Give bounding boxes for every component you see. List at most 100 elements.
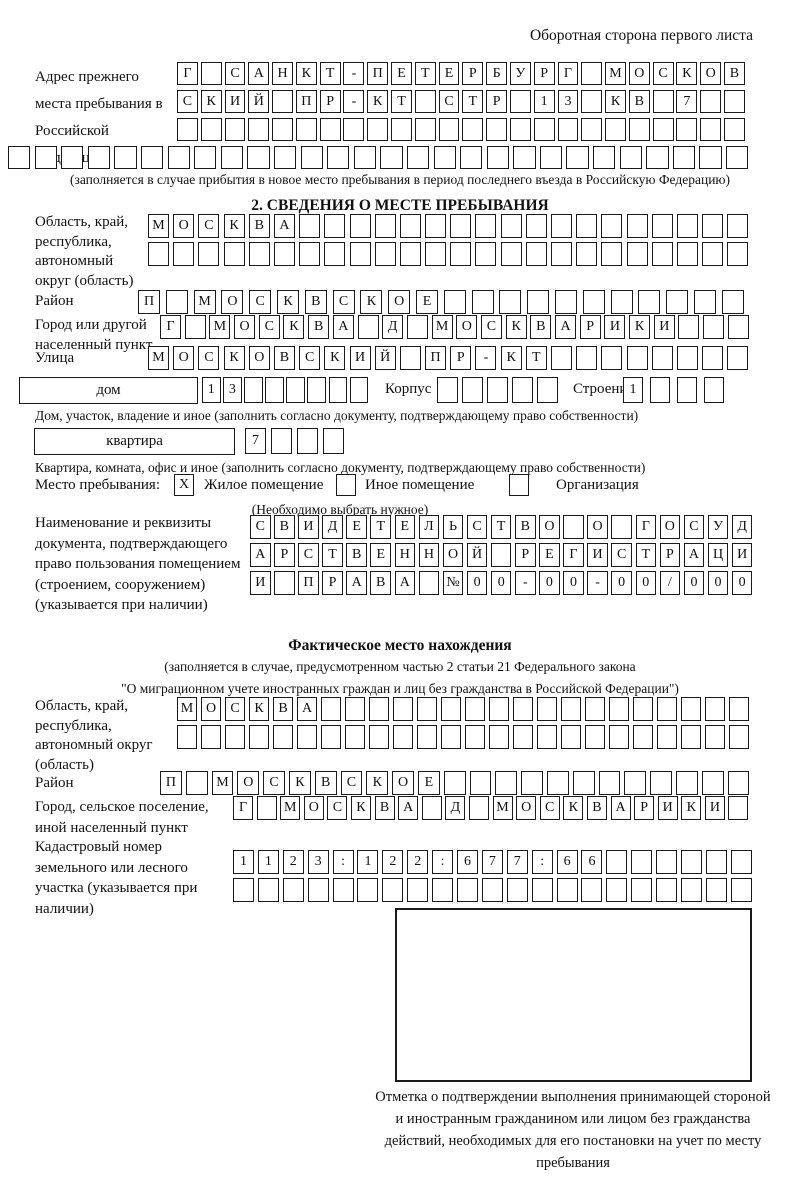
- char-box[interactable]: [633, 697, 653, 721]
- char-box[interactable]: [585, 725, 605, 749]
- char-box[interactable]: [148, 242, 169, 266]
- char-box[interactable]: К: [283, 315, 305, 339]
- char-box[interactable]: [539, 146, 563, 169]
- char-box[interactable]: [513, 146, 536, 169]
- char-box[interactable]: А: [297, 697, 317, 721]
- char-box[interactable]: [489, 725, 509, 749]
- char-box[interactable]: [676, 346, 698, 370]
- char-box[interactable]: С: [480, 315, 502, 339]
- char-box[interactable]: [382, 878, 404, 902]
- char-box[interactable]: [626, 214, 648, 238]
- char-box[interactable]: [650, 771, 672, 795]
- char-box[interactable]: Т: [322, 543, 343, 567]
- char-box[interactable]: [324, 242, 346, 266]
- char-box[interactable]: 1: [233, 850, 254, 874]
- char-box[interactable]: [307, 377, 327, 403]
- char-box[interactable]: [414, 90, 436, 113]
- char-box[interactable]: К: [629, 315, 651, 339]
- char-box[interactable]: Т: [462, 90, 484, 113]
- char-box[interactable]: В: [273, 697, 293, 721]
- char-box[interactable]: [705, 725, 725, 749]
- char-box[interactable]: У: [707, 515, 729, 539]
- char-box[interactable]: А: [683, 543, 705, 567]
- char-box[interactable]: А: [248, 62, 270, 85]
- char-box[interactable]: [443, 290, 466, 314]
- char-box[interactable]: 1: [202, 377, 221, 403]
- char-box[interactable]: №: [442, 571, 464, 595]
- char-box[interactable]: 7: [245, 428, 266, 454]
- char-box[interactable]: Р: [322, 571, 343, 595]
- char-box[interactable]: [489, 697, 509, 721]
- char-box[interactable]: Й: [374, 346, 396, 370]
- char-box[interactable]: 3: [557, 90, 579, 113]
- char-box[interactable]: [657, 725, 677, 749]
- char-box[interactable]: [525, 242, 547, 266]
- char-box[interactable]: [601, 346, 623, 370]
- char-box[interactable]: [672, 146, 696, 169]
- char-box[interactable]: [357, 878, 379, 902]
- char-box[interactable]: М: [209, 315, 231, 339]
- char-box[interactable]: Е: [370, 543, 391, 567]
- char-box[interactable]: О: [173, 346, 195, 370]
- char-box[interactable]: [299, 242, 321, 266]
- char-box[interactable]: [723, 118, 745, 141]
- char-box[interactable]: Р: [486, 90, 508, 113]
- char-box[interactable]: [486, 146, 509, 169]
- checkbox-other-premises[interactable]: [336, 474, 356, 496]
- char-box[interactable]: И: [657, 796, 678, 820]
- char-box[interactable]: 2: [282, 850, 304, 874]
- char-box[interactable]: О: [539, 515, 560, 539]
- char-box[interactable]: [581, 90, 603, 113]
- char-box[interactable]: [705, 850, 727, 874]
- char-box[interactable]: [727, 346, 749, 370]
- char-box[interactable]: П: [160, 771, 182, 795]
- char-box[interactable]: М: [492, 796, 513, 820]
- char-box[interactable]: К: [605, 90, 626, 113]
- char-box[interactable]: В: [515, 515, 536, 539]
- char-box[interactable]: [576, 214, 598, 238]
- char-box[interactable]: О: [628, 62, 650, 85]
- char-box[interactable]: К: [288, 771, 311, 795]
- char-box[interactable]: [414, 118, 436, 141]
- char-box[interactable]: [380, 146, 403, 169]
- char-box[interactable]: [295, 118, 317, 141]
- char-box[interactable]: В: [273, 346, 295, 370]
- char-box[interactable]: [265, 377, 284, 403]
- char-box[interactable]: Й: [466, 543, 488, 567]
- char-box[interactable]: [438, 118, 460, 141]
- char-box[interactable]: [495, 771, 518, 795]
- char-box[interactable]: Е: [415, 290, 438, 314]
- char-box[interactable]: [332, 878, 354, 902]
- char-box[interactable]: Р: [634, 796, 655, 820]
- char-box[interactable]: [551, 214, 572, 238]
- char-box[interactable]: Й: [248, 90, 270, 113]
- char-box[interactable]: [297, 725, 317, 749]
- char-box[interactable]: А: [610, 796, 631, 820]
- char-box[interactable]: [677, 377, 697, 403]
- char-box[interactable]: [652, 118, 674, 141]
- char-box[interactable]: Р: [462, 62, 484, 85]
- char-box[interactable]: [357, 315, 379, 339]
- char-box[interactable]: В: [314, 771, 337, 795]
- char-box[interactable]: [626, 346, 648, 370]
- char-box[interactable]: О: [201, 697, 221, 721]
- char-box[interactable]: [177, 725, 197, 749]
- char-box[interactable]: С: [225, 697, 245, 721]
- char-box[interactable]: П: [367, 62, 389, 85]
- char-box[interactable]: [369, 697, 389, 721]
- char-box[interactable]: Е: [391, 62, 412, 85]
- char-box[interactable]: [247, 146, 270, 169]
- char-box[interactable]: [646, 146, 669, 169]
- char-box[interactable]: А: [555, 315, 576, 339]
- char-box[interactable]: [201, 725, 221, 749]
- char-box[interactable]: [327, 146, 350, 169]
- char-box[interactable]: Ц: [707, 543, 729, 567]
- char-box[interactable]: К: [676, 62, 698, 85]
- char-box[interactable]: [678, 315, 700, 339]
- char-box[interactable]: [585, 697, 605, 721]
- char-box[interactable]: П: [425, 346, 447, 370]
- char-box[interactable]: К: [350, 796, 371, 820]
- char-box[interactable]: Г: [177, 62, 198, 85]
- char-box[interactable]: С: [683, 515, 705, 539]
- char-box[interactable]: [223, 242, 245, 266]
